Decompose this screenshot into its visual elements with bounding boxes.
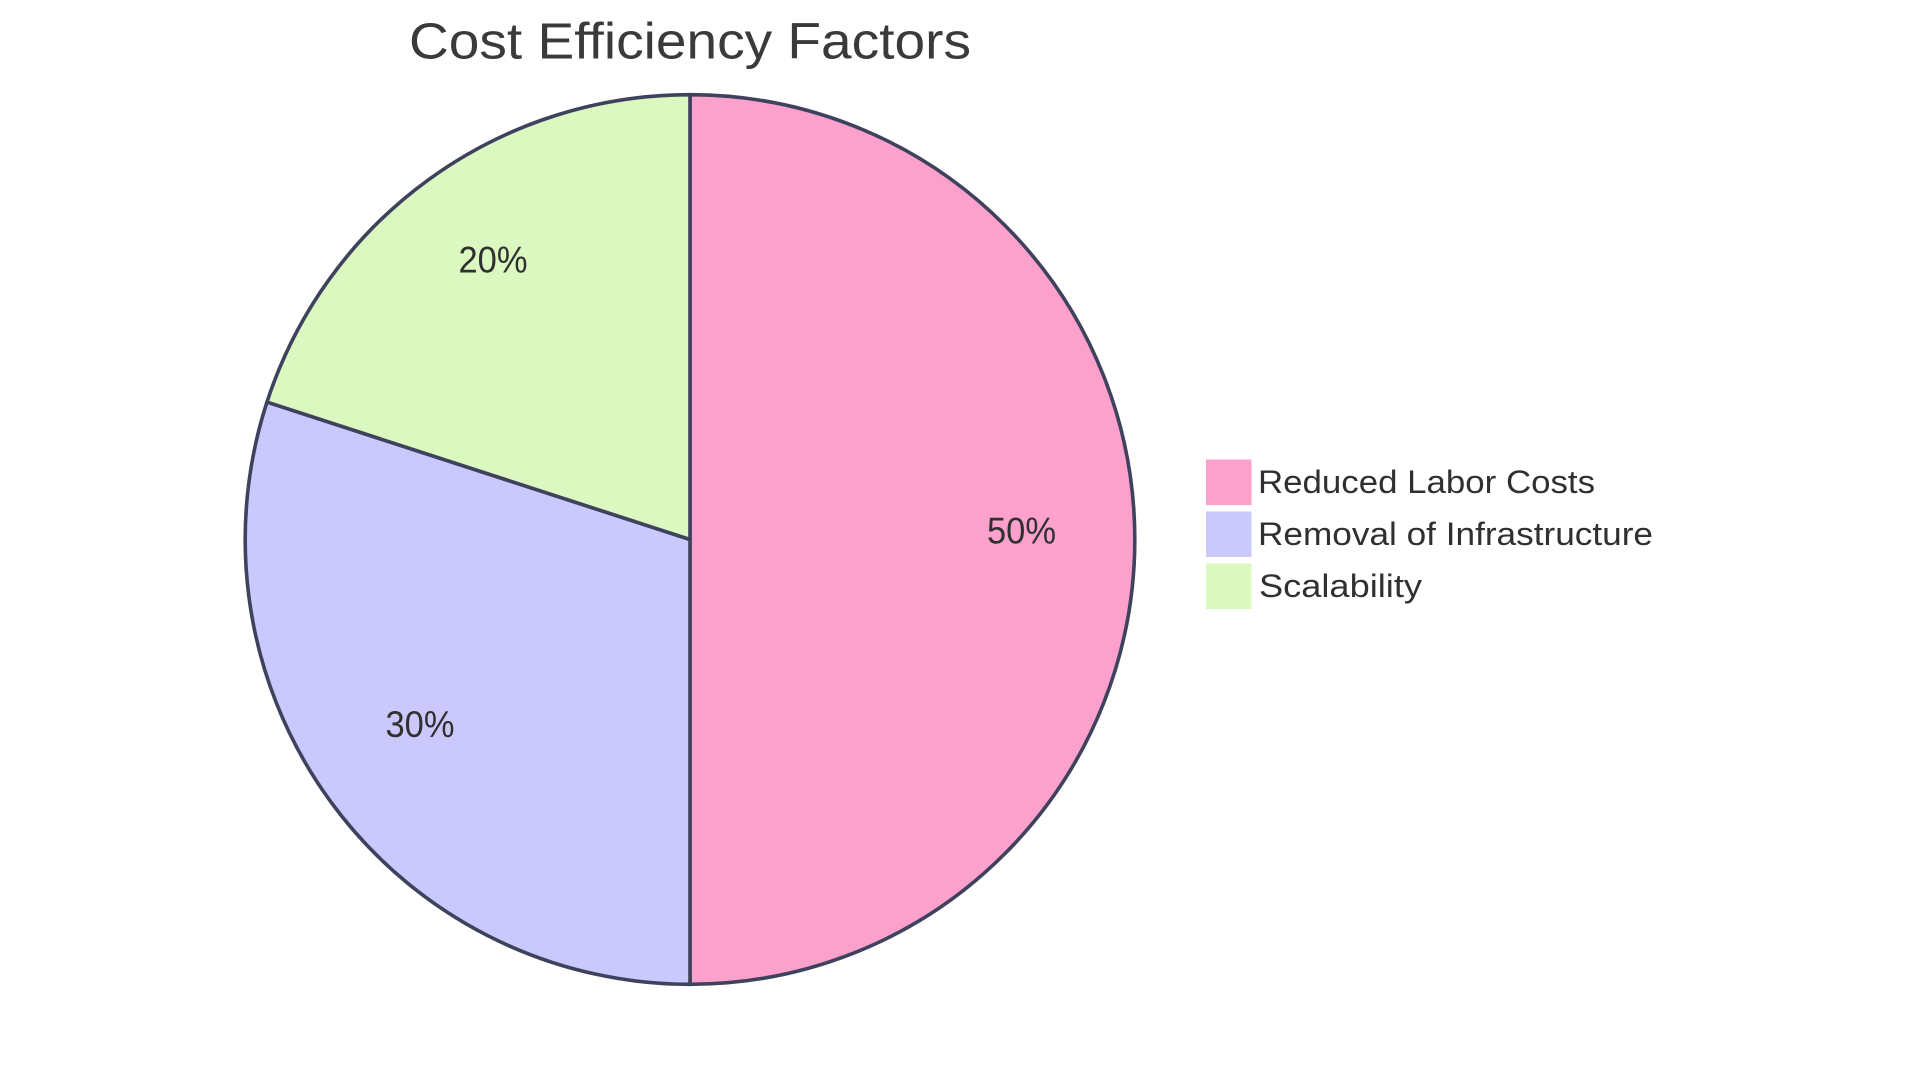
svg-text:50%: 50% [987, 510, 1056, 552]
svg-text:Cost Efficiency Factors: Cost Efficiency Factors [409, 13, 971, 70]
svg-text:Reduced Labor Costs: Reduced Labor Costs [1258, 464, 1595, 500]
svg-text:Removal of Infrastructure: Removal of Infrastructure [1258, 516, 1653, 552]
svg-text:Scalability: Scalability [1259, 568, 1422, 604]
svg-text:20%: 20% [459, 239, 528, 281]
svg-text:30%: 30% [386, 703, 455, 745]
